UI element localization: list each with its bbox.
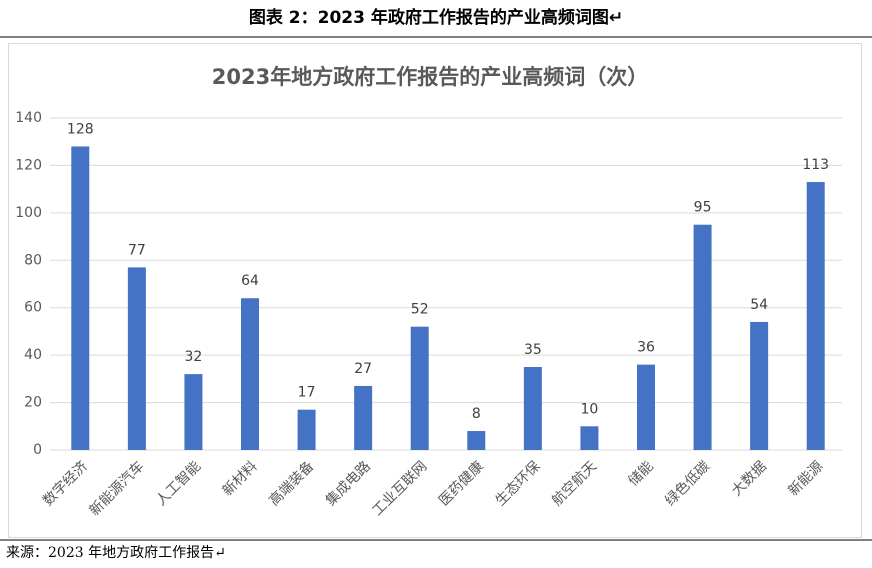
y-tick-label: 100 <box>15 205 42 221</box>
data-label: 113 <box>802 157 829 173</box>
data-label: 10 <box>581 401 599 417</box>
bar <box>467 431 486 450</box>
data-label: 52 <box>411 302 429 318</box>
data-label: 27 <box>354 361 372 377</box>
data-label: 95 <box>694 200 712 216</box>
bar <box>184 374 203 450</box>
bar <box>637 364 655 450</box>
y-tick-label: 80 <box>24 252 42 268</box>
data-label: 32 <box>185 349 203 365</box>
y-tick-label: 140 <box>15 110 42 126</box>
data-label: 54 <box>750 297 768 313</box>
bar <box>71 146 90 450</box>
y-tick-label: 40 <box>24 347 42 363</box>
data-label: 77 <box>128 242 146 258</box>
bar <box>127 267 146 450</box>
bar <box>354 385 373 450</box>
data-label: 36 <box>637 340 655 356</box>
data-label: 64 <box>241 273 259 289</box>
bar <box>580 426 599 450</box>
chart-frame <box>8 43 862 538</box>
bar <box>410 326 429 450</box>
source-note: 来源：2023 年地方政府工作报告↵ <box>6 545 226 561</box>
data-label: 17 <box>298 385 316 401</box>
caption: 图表 2：2023 年政府工作报告的产业高频词图↵ <box>249 7 623 28</box>
bar <box>297 409 316 450</box>
bar <box>523 367 542 450</box>
data-label: 128 <box>67 121 94 137</box>
y-tick-label: 60 <box>24 300 42 316</box>
y-tick-label: 20 <box>24 395 42 411</box>
data-label: 35 <box>524 342 542 358</box>
bar <box>750 321 769 450</box>
y-tick-label: 0 <box>33 442 42 458</box>
bar <box>693 224 712 450</box>
data-label: 8 <box>472 406 481 422</box>
bar <box>241 298 259 450</box>
y-tick-label: 120 <box>15 157 42 173</box>
bar <box>806 182 825 450</box>
chart-title: 2023年地方政府工作报告的产业高频词（次） <box>212 65 648 89</box>
